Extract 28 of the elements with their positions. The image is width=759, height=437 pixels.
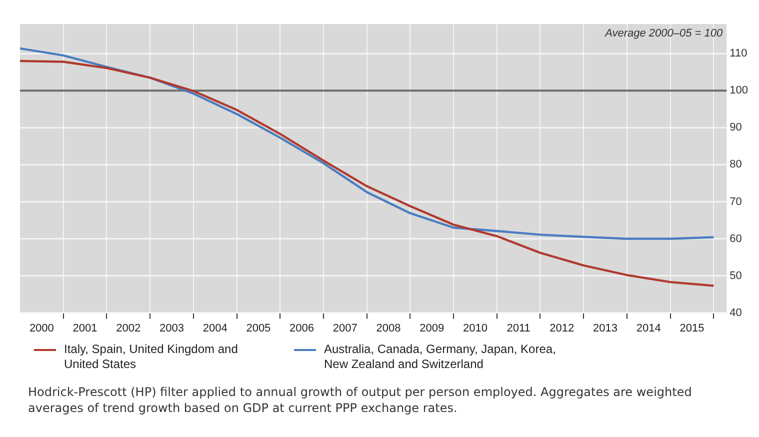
- y-tick-label: 50: [730, 270, 742, 282]
- y-tick-label: 70: [730, 196, 742, 208]
- x-tick-label: 2003: [159, 322, 184, 334]
- y-tick-label: 80: [730, 158, 742, 171]
- text: Hodrick-Prescott (HP) filter applied to annual growth of output per person employed. Aggregates are weighted averages of trend growth based on GDP at current PPP exchange rates.: [27, 384, 693, 416]
- legend-label: Italy, Spain, United Kingdom and United States: [64, 342, 239, 372]
- y-tick-label: 100: [730, 84, 748, 97]
- x-tick-label: 2000: [29, 322, 54, 334]
- x-tick-label: 2009: [420, 322, 444, 334]
- x-tick-label: 2006: [290, 322, 314, 334]
- x-tick-label: 2004: [202, 322, 228, 334]
- annotation: Average 2000–05 = 100: [604, 28, 724, 40]
- x-tick-label: 2010: [462, 322, 488, 334]
- y-tick-label: 110: [730, 48, 748, 60]
- x-tick-label: 2011: [506, 322, 530, 334]
- x-tick-label: 2008: [376, 322, 401, 334]
- x-tick-label: 2002: [116, 322, 141, 334]
- x-tick-label: 2014: [636, 322, 661, 334]
- x-tick-label: 2001: [72, 322, 98, 334]
- x-tick-label: 2012: [550, 322, 574, 334]
- legend-label: Australia, Canada, Germany, Japan, Korea, New Zealand and Switzerland: [324, 342, 557, 372]
- x-tick-label: 2015: [680, 322, 704, 334]
- x-tick-label: 2013: [593, 322, 618, 334]
- y-tick-label: 60: [730, 232, 742, 245]
- x-tick-label: 2007: [332, 322, 358, 334]
- y-tick-label: 40: [730, 306, 742, 319]
- x-tick-label: 2005: [246, 322, 271, 334]
- y-tick-label: 90: [730, 122, 742, 134]
